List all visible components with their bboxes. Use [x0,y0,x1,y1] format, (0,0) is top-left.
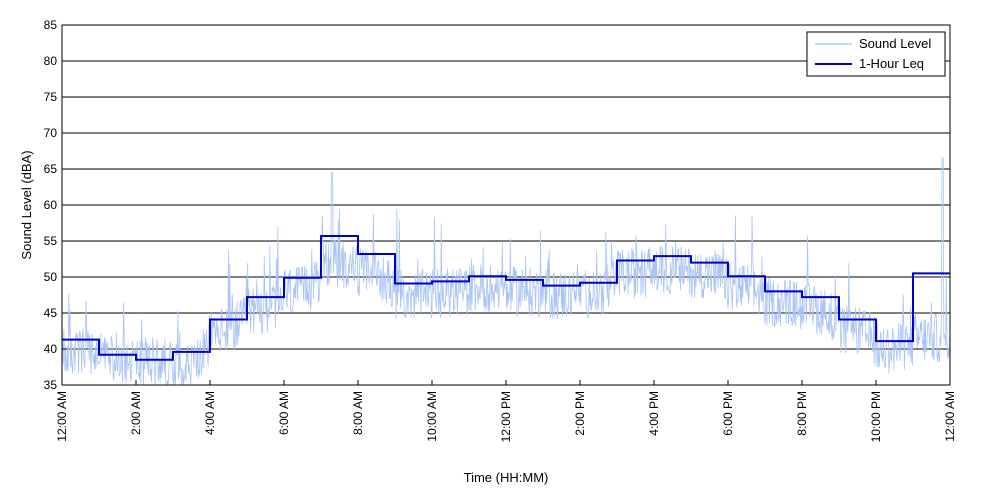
x-tick-label: 8:00 AM [351,391,365,435]
y-tick-label: 40 [44,342,58,356]
x-tick-label: 10:00 PM [869,391,883,442]
y-tick-label: 75 [44,90,58,104]
leq-step-line [62,234,950,361]
x-tick-label: 12:00 PM [499,391,513,442]
x-tick-label: 2:00 PM [573,391,587,436]
x-tick-label: 4:00 PM [647,391,661,436]
y-tick-label: 50 [44,270,58,284]
x-tick-label: 8:00 PM [795,391,809,436]
y-tick-label: 35 [44,378,58,392]
x-tick-label: 4:00 AM [203,391,217,435]
x-axis-ticks: 12:00 AM 2:00 AM 4:00 AM 6:00 AM 8:00 AM 10:0… [55,380,957,442]
legend-box [806,31,946,77]
series-1-hour-leq [62,234,950,361]
y-tick-label: 70 [44,126,58,140]
x-tick-label: 12:00 AM [943,391,957,442]
y-tick-label: 65 [44,162,58,176]
legend: Sound Level 1-Hour Leq [806,31,946,77]
y-tick-label: 55 [44,234,58,248]
legend-label-1-hour-leq: 1-Hour Leq [859,56,924,71]
y-axis-ticks: 35 40 45 50 55 60 65 70 75 80 85 [44,18,67,392]
x-tick-label: 6:00 AM [277,391,291,435]
x-tick-label: 2:00 AM [129,391,143,435]
x-axis-title: Time (HH:MM) [464,470,549,485]
y-tick-label: 45 [44,306,58,320]
y-tick-label: 60 [44,198,58,212]
y-axis-title: Sound Level (dBA) [19,150,34,259]
y-tick-label: 80 [44,54,58,68]
legend-label-sound-level: Sound Level [859,36,931,51]
x-tick-label: 6:00 PM [721,391,735,436]
y-tick-label: 85 [44,18,58,32]
x-tick-label: 12:00 AM [55,391,69,442]
x-tick-label: 10:00 AM [425,391,439,442]
